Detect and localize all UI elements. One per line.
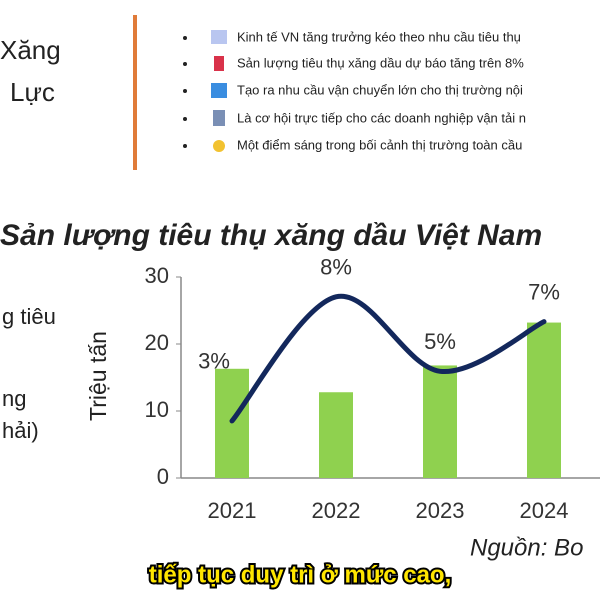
bullet-dot (183, 89, 187, 93)
chart-title: Sản lượng tiêu thụ xăng dầu Việt Nam (0, 219, 542, 252)
bullet-text: Là cơ hội trực tiếp cho các doanh nghiệp… (237, 110, 526, 125)
bullet-text: Tạo ra nhu cầu vận chuyển lớn cho thị tr… (237, 82, 523, 97)
y-axis-label: Triệu tấn (85, 331, 111, 421)
bullet-dot (183, 62, 187, 66)
bar (423, 365, 457, 478)
value-label: 5% (424, 329, 456, 354)
left-fragment: hải) (2, 418, 39, 443)
divider (133, 15, 137, 170)
icon (214, 56, 224, 71)
value-label: 7% (528, 279, 560, 304)
caption: tiếp tục duy trì ở mức cao, (149, 561, 452, 588)
icon (213, 110, 225, 126)
heading-fragment: Lực (10, 77, 55, 107)
y-tick-label: 0 (157, 464, 169, 489)
x-tick-label: 2023 (416, 498, 465, 523)
bullet-dot (183, 36, 187, 40)
left-fragment: ng (2, 386, 26, 411)
bullet-dot (183, 144, 187, 148)
bar (527, 322, 561, 478)
y-tick-label: 10 (145, 397, 169, 422)
bullet-text: Một điểm sáng trong bối cảnh thị trường … (237, 137, 522, 152)
x-tick-label: 2022 (312, 498, 361, 523)
source: Nguồn: Bo (470, 534, 583, 561)
x-tick-label: 2024 (520, 498, 569, 523)
icon (213, 140, 225, 152)
value-label: 3% (198, 349, 230, 374)
bar (319, 392, 353, 478)
value-label: 8% (320, 255, 352, 280)
left-fragment: g tiêu (2, 304, 56, 329)
y-tick-label: 20 (145, 330, 169, 355)
x-tick-label: 2021 (208, 498, 257, 523)
y-tick-label: 30 (145, 263, 169, 288)
heading-fragment: Xăng (0, 35, 61, 65)
bullet-dot (183, 117, 187, 121)
bullet-list: Kinh tế VN tăng trưởng kéo theo nhu cầu … (183, 29, 526, 152)
line (229, 293, 547, 424)
icon (211, 30, 227, 44)
bullet-text: Kinh tế VN tăng trưởng kéo theo nhu cầu … (237, 29, 521, 44)
bullet-text: Sản lượng tiêu thụ xăng dầu dự báo tăng … (237, 55, 524, 70)
icon (211, 83, 227, 98)
